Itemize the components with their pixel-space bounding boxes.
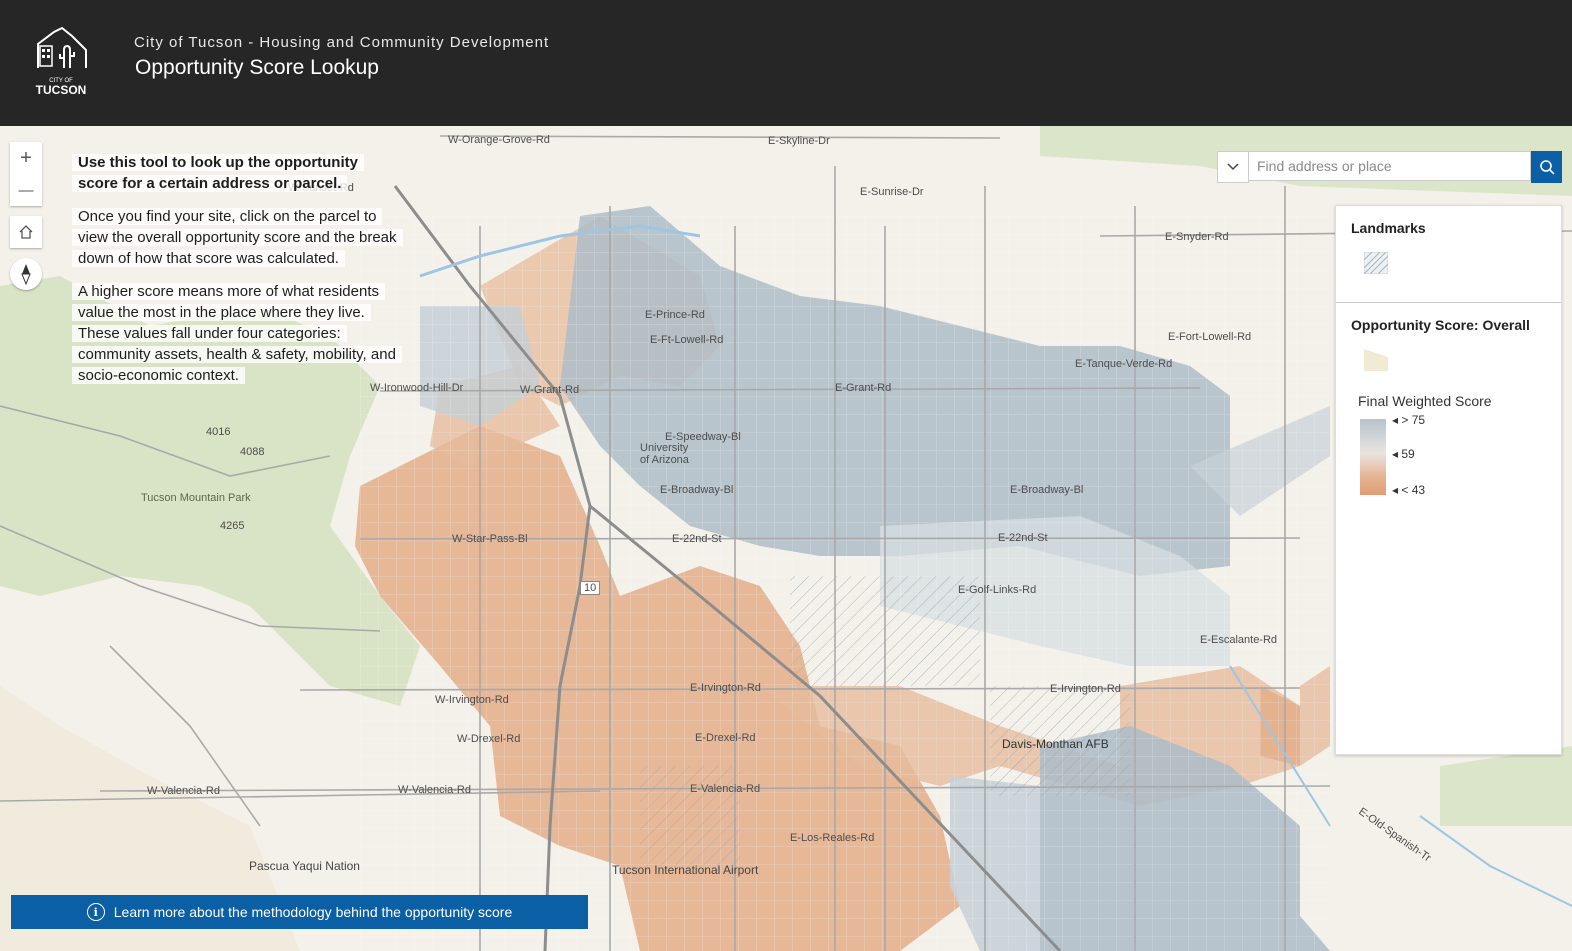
map-label: E-Broadway-Bl [1010,484,1084,496]
zoom-out-button[interactable]: — [18,181,34,199]
map-label: E-Prince-Rd [645,309,705,321]
map-label: W-Ironwood-Hill-Dr [370,382,464,394]
map-label: University of Arizona [640,442,689,466]
map-label: Davis-Monthan AFB [1002,737,1109,751]
map-label: 4016 [206,426,231,438]
map-label: E-Broadway-Bl [660,484,734,496]
map-label: E-Escalante-Rd [1200,634,1278,646]
search-input[interactable] [1249,151,1531,181]
legend-ramp-title: Final Weighted Score [1358,393,1492,409]
info-icon: i [86,903,105,921]
svg-text:CITY OF: CITY OF [49,78,73,84]
legend-divider [1336,302,1561,303]
map-label: W-Irvington-Rd [435,694,509,706]
map-label: E-Skyline-Dr [768,135,830,147]
map-label: W-Drexel-Rd [457,733,521,745]
score-swatch [1364,349,1388,371]
map-label: E-Snyder-Rd [1165,231,1229,243]
map-label: E-Irvington-Rd [1050,683,1121,695]
legend-mid-label: ◂ 59 [1392,447,1415,461]
search-button[interactable] [1531,151,1562,183]
compass-icon [21,264,31,285]
score-color-ramp [1360,419,1386,495]
map-label: E-Speedway-Bl [665,431,741,443]
legend-low-label: ◂ < 43 [1392,483,1426,497]
map-label: E-Golf-Links-Rd [958,584,1037,596]
map-label: E-Sunrise-Dr [860,186,924,198]
map-label: E-Los-Reales-Rd [790,832,875,844]
header-subtitle: City of Tucson - Housing and Community D… [134,34,550,51]
legend-score-title: Opportunity Score: Overall [1351,317,1530,333]
map-label: E-Valencia-Rd [690,783,761,795]
map-label: E-Tanque-Verde-Rd [1075,358,1173,370]
zoom-in-button[interactable]: + [20,146,32,169]
map-label: 10 [580,581,601,595]
home-icon [19,225,33,239]
map-label: 4265 [220,520,245,532]
intro-paragraph-2: Once you find your site, click on the pa… [72,208,403,267]
map-label: E-22nd-St [672,533,722,545]
map-label: W-Grant-Rd [520,384,580,396]
map-label: E-Grant-Rd [835,382,892,394]
map-label: E-Irvington-Rd [690,682,761,694]
map-label: Pascua Yaqui Nation [249,859,360,873]
map-label: Tucson Mountain Park [141,492,251,504]
methodology-link-button[interactable]: i Learn more about the methodology behin… [11,895,588,929]
map-label: W-Valencia-Rd [147,785,220,797]
home-button[interactable] [10,216,42,248]
search-source-dropdown[interactable] [1217,151,1249,183]
city-logo: CITY OF TUCSON [28,22,94,102]
map-label: E-Drexel-Rd [695,732,756,744]
chevron-down-icon [1227,163,1239,171]
map-label: E-Ft-Lowell-Rd [650,334,724,346]
map-view[interactable]: W-Orange-Grove-Rd E-Skyline-Dr E-Sunrise… [0,126,1572,951]
map-label: Tucson International Airport [612,863,759,877]
search-widget [1217,151,1562,183]
methodology-link-label: Learn more about the methodology behind … [113,904,513,920]
legend-panel: Landmarks Opportunity Score: Overall Fin… [1335,205,1562,755]
legend-high-label: ◂ > 75 [1392,413,1426,427]
intro-paragraph-1: Use this tool to look up the opportunity… [72,154,364,192]
map-label: W-Orange-Grove-Rd [448,134,550,146]
map-label: E-Fort-Lowell-Rd [1168,331,1252,343]
legend-landmarks-title: Landmarks [1351,220,1426,236]
intro-paragraph-3: A higher score means more of what reside… [72,283,402,384]
svg-text:TUCSON: TUCSON [36,83,87,97]
map-label: W-Star-Pass-Bl [452,533,528,545]
basemap [0,126,1572,951]
zoom-controls: + — [10,142,42,206]
compass-button[interactable] [10,258,42,290]
map-label: E-22nd-St [998,532,1048,544]
landmark-hatch-swatch [1364,252,1388,274]
search-icon [1539,160,1555,175]
map-label: 4088 [240,446,265,458]
map-label: W-Valencia-Rd [398,784,471,796]
page-title: Opportunity Score Lookup [135,56,379,79]
intro-panel: Use this tool to look up the opportunity… [72,152,403,398]
app-header: CITY OF TUCSON City of Tucson - Housing … [0,0,1572,126]
